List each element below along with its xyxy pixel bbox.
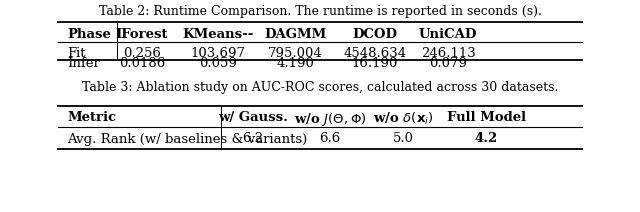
Text: w/ Gauss.: w/ Gauss.	[218, 111, 288, 124]
Text: 6.2: 6.2	[242, 132, 264, 145]
Text: 103.697: 103.697	[190, 47, 245, 60]
Text: Full Model: Full Model	[447, 111, 526, 124]
Text: Phase: Phase	[67, 28, 111, 40]
Text: Fit: Fit	[67, 47, 86, 60]
Text: w/o $\delta(\mathbf{x}_i)$: w/o $\delta(\mathbf{x}_i)$	[373, 111, 433, 127]
Text: 6.6: 6.6	[319, 132, 341, 145]
Text: 0.079: 0.079	[429, 57, 467, 70]
Text: 4.2: 4.2	[475, 132, 498, 145]
Text: 0.256: 0.256	[123, 47, 161, 60]
Text: 4.190: 4.190	[276, 57, 315, 70]
Text: 4548.634: 4548.634	[344, 47, 406, 60]
Text: 795.004: 795.004	[268, 47, 323, 60]
Text: w/o $J(\Theta,\Phi)$: w/o $J(\Theta,\Phi)$	[294, 111, 367, 128]
Text: UniCAD: UniCAD	[419, 28, 477, 40]
Text: Table 2: Runtime Comparison. The runtime is reported in seconds (s).: Table 2: Runtime Comparison. The runtime…	[99, 5, 541, 18]
Text: IForest: IForest	[116, 28, 168, 40]
Text: Metric: Metric	[67, 111, 116, 124]
Text: 5.0: 5.0	[393, 132, 413, 145]
Text: Table 3: Ablation study on AUC-ROC scores, calculated across 30 datasets.: Table 3: Ablation study on AUC-ROC score…	[82, 81, 558, 93]
Text: 0.059: 0.059	[198, 57, 237, 70]
Text: DAGMM: DAGMM	[264, 28, 327, 40]
Text: Avg. Rank (w/ baselines & variants): Avg. Rank (w/ baselines & variants)	[67, 132, 307, 145]
Text: KMeans--: KMeans--	[182, 28, 253, 40]
Text: Infer: Infer	[67, 57, 100, 70]
Text: 16.190: 16.190	[352, 57, 398, 70]
Text: 246.113: 246.113	[420, 47, 476, 60]
Text: 0.0186: 0.0186	[119, 57, 165, 70]
Text: DCOD: DCOD	[353, 28, 397, 40]
